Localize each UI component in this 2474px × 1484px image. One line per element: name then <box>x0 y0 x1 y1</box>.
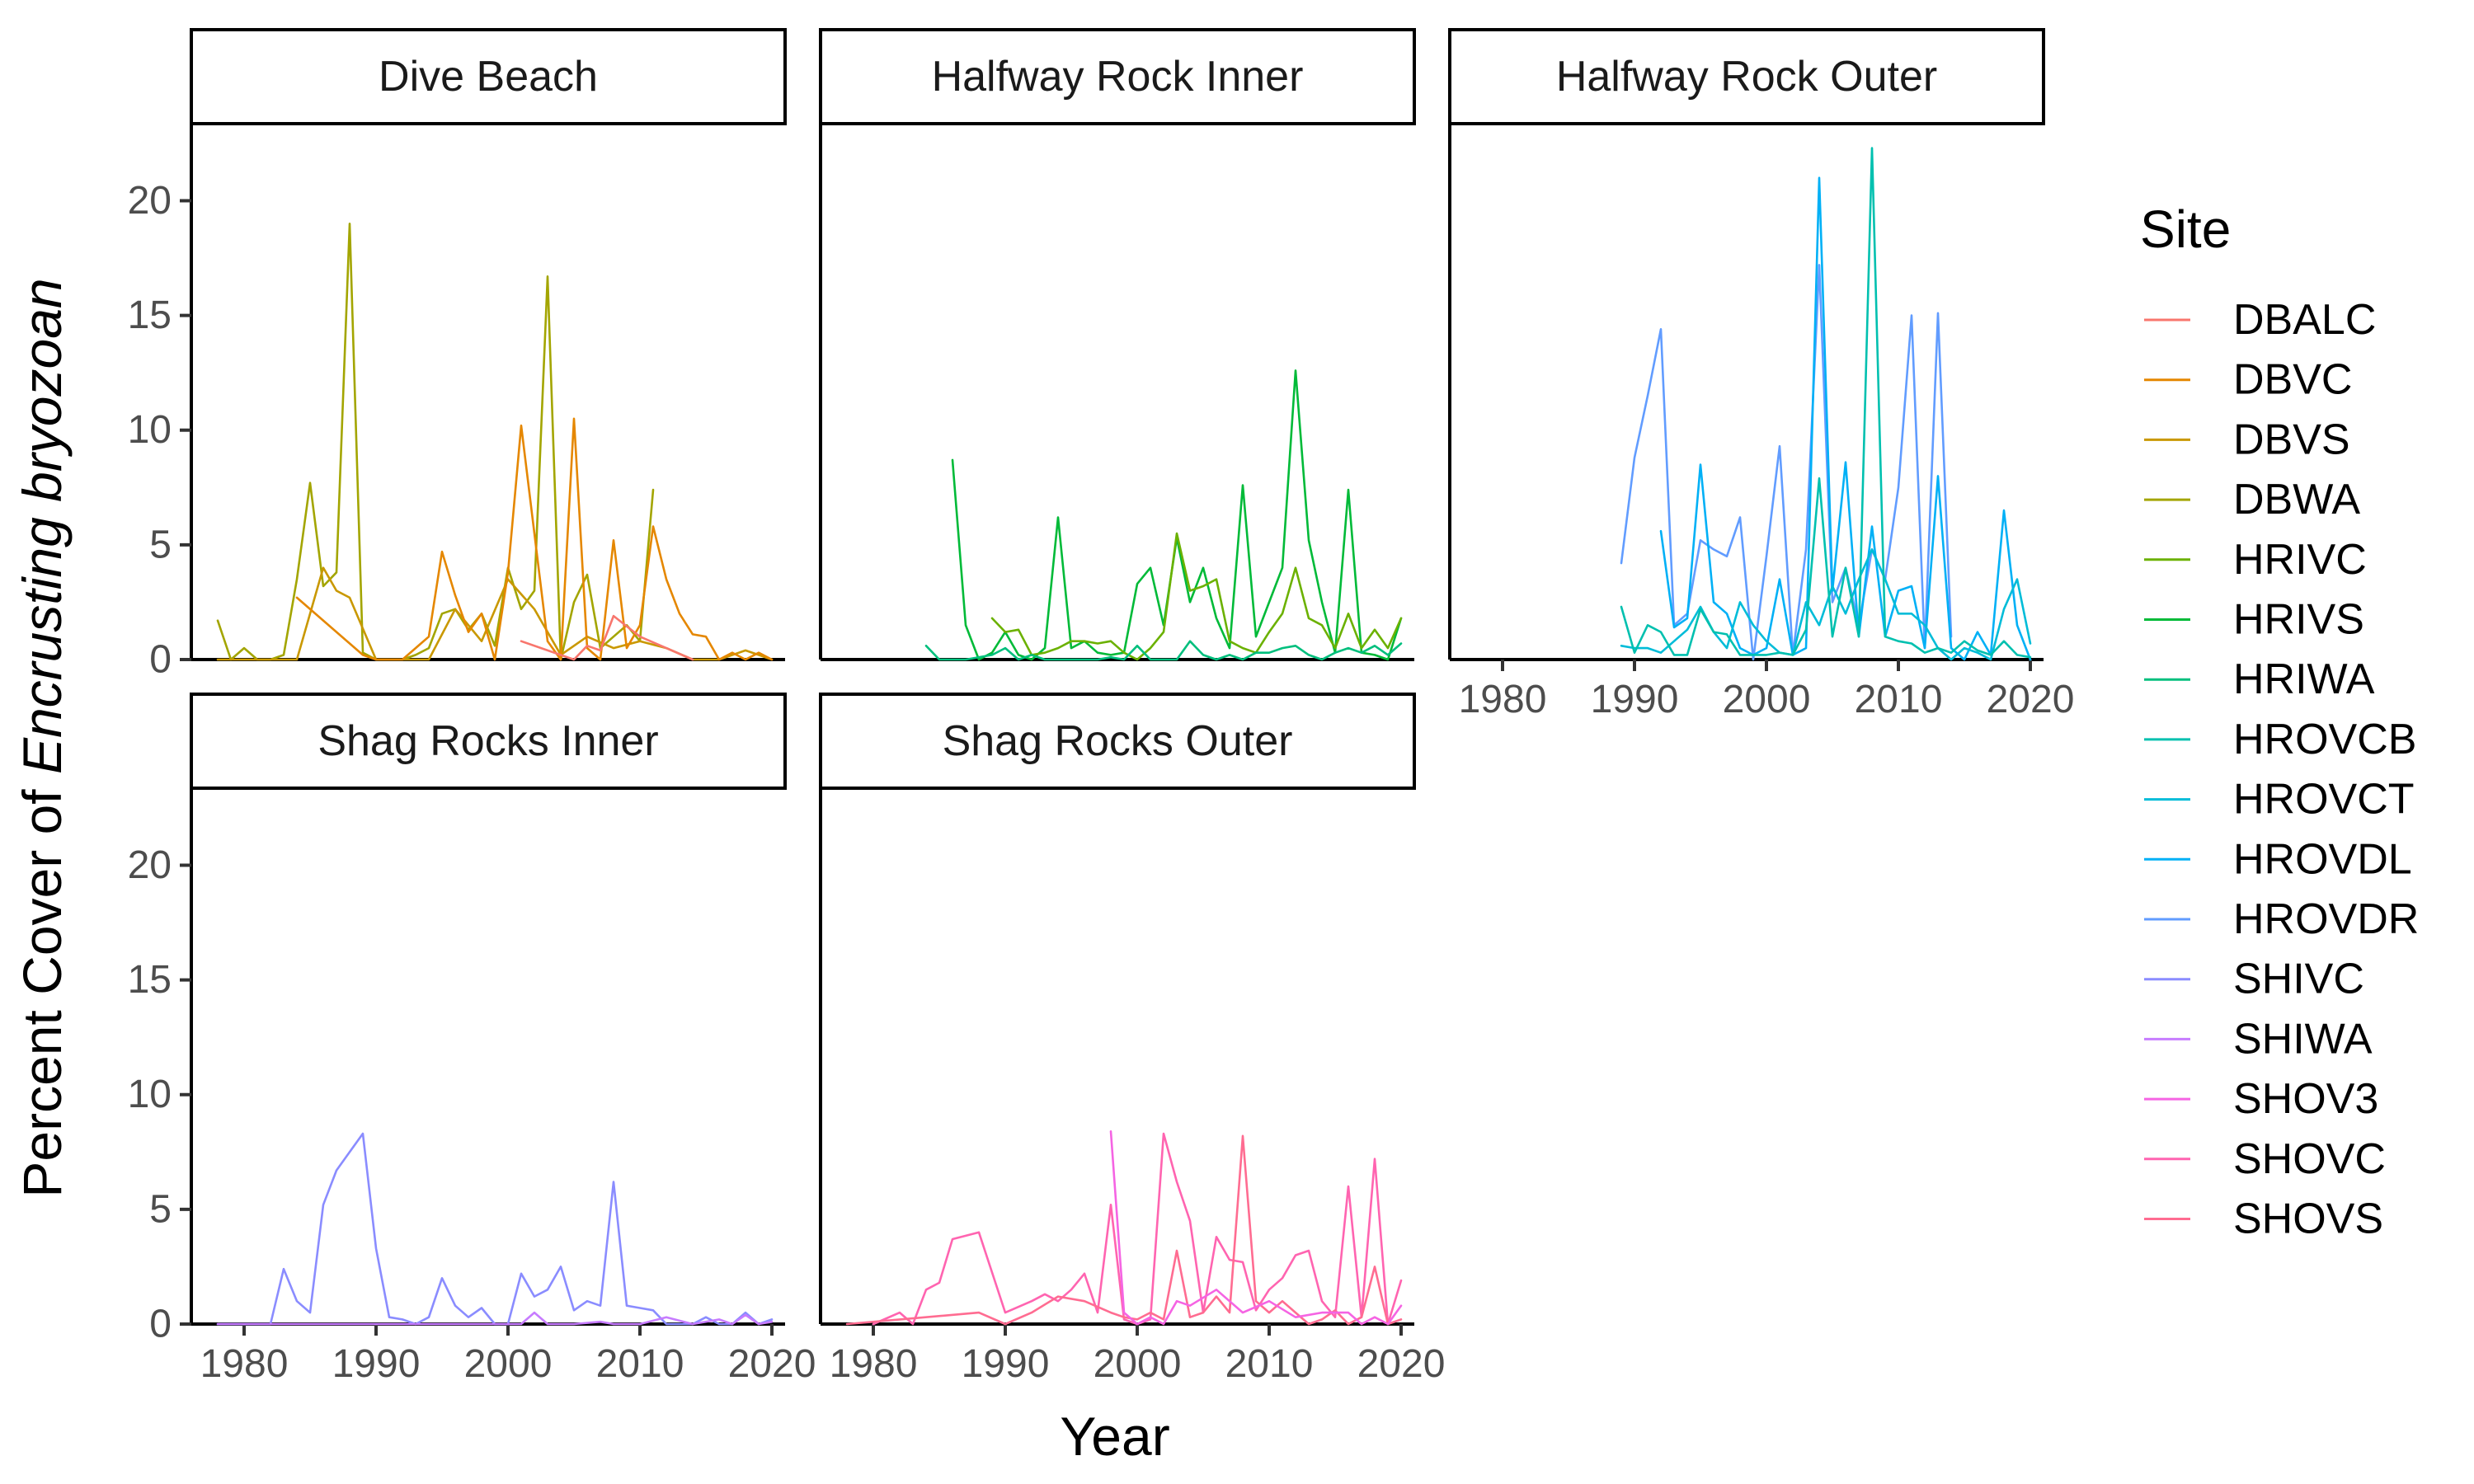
series-line-hrovdr <box>1620 264 1953 661</box>
x-tick-label: 1990 <box>962 1342 1050 1386</box>
x-tick-label: 2000 <box>464 1342 553 1386</box>
legend-item: SHIWA <box>2144 1015 2373 1063</box>
series-line-hrovct <box>1620 548 2032 661</box>
x-tick-label: 1990 <box>1591 678 1679 721</box>
series-line-dbvs <box>216 566 774 661</box>
y-tick-label: 0 <box>149 638 172 682</box>
y-axis-title-prefix: Percent Cover of <box>12 774 73 1198</box>
panel-strip <box>190 28 787 125</box>
y-axis-title: Percent Cover of Encrusting bryozoan <box>12 278 73 1197</box>
legend-label: HROVCT <box>2233 776 2415 824</box>
x-tick-label: 2010 <box>1855 678 1943 721</box>
legend-label: SHOVC <box>2233 1135 2386 1183</box>
legend-item: SHOVS <box>2144 1195 2383 1243</box>
legend-item: DBALC <box>2144 296 2376 344</box>
panel: Shag Rocks Outer 1980 1990 2000 2010 2020 <box>819 693 1446 1386</box>
legend-label: HRIWA <box>2233 655 2375 703</box>
legend-item: SHOV3 <box>2144 1075 2378 1123</box>
legend-label: SHOVS <box>2233 1195 2383 1243</box>
legend-label: SHIVC <box>2233 956 2364 1003</box>
panel-strip <box>190 693 787 790</box>
legend-item: HROVCT <box>2144 776 2415 824</box>
series-line-hriwa <box>924 640 1403 661</box>
y-tick-label: 5 <box>149 523 172 566</box>
x-tick-label: 2020 <box>1987 678 2075 721</box>
series-line-shov3 <box>1109 1130 1403 1326</box>
x-tick-label: 1980 <box>830 1342 918 1386</box>
legend-label: HROVCB <box>2233 716 2416 763</box>
panel-title: Shag Rocks Inner <box>317 717 658 765</box>
legend-item: HROVDL <box>2144 835 2412 883</box>
legend-label: HRIVC <box>2233 536 2367 584</box>
legend-item: DBVC <box>2144 356 2352 404</box>
legend-label: HROVDL <box>2233 835 2412 883</box>
legend-item: HRIWA <box>2144 655 2375 703</box>
y-tick-label: 5 <box>149 1187 172 1231</box>
legend-item: HRIVC <box>2144 536 2367 584</box>
legend-label: DBVC <box>2233 356 2352 404</box>
legend-label: HRIVS <box>2233 596 2364 644</box>
panel-strip <box>1448 28 2045 125</box>
legend-item: DBWA <box>2144 476 2360 524</box>
series-line-dbalc <box>520 614 694 661</box>
panel-title: Dive Beach <box>379 53 598 101</box>
panel-strip <box>819 28 1416 125</box>
y-tick-label: 15 <box>128 294 172 337</box>
panel-strip <box>819 693 1416 790</box>
series-line-hrivc <box>990 532 1403 661</box>
legend-title: Site <box>2140 200 2231 259</box>
series-line-hrivs <box>951 369 1403 661</box>
y-tick-label: 10 <box>128 408 172 452</box>
series-line-shovs <box>845 1134 1403 1326</box>
series-line-shovc <box>872 1132 1403 1326</box>
series-line-hrovcb <box>1620 147 2032 659</box>
legend-label: DBALC <box>2233 296 2376 344</box>
series-line-shivc <box>216 1132 774 1326</box>
legend-label: DBWA <box>2233 476 2360 524</box>
panel: Shag Rocks Inner 1980 1990 2000 2010 2020 0 5 10… <box>128 693 816 1386</box>
x-tick-label: 1980 <box>1459 678 1547 721</box>
series-line-dbvc <box>295 417 774 661</box>
x-tick-label: 2010 <box>1225 1342 1314 1386</box>
legend-items: DBALC DBVC DBVS DBWA HRIVC HRIVS HRIWA HROVCB HR… <box>2144 296 2419 1243</box>
legend-label: DBVS <box>2233 416 2350 463</box>
series-line-shiwa <box>216 1311 774 1326</box>
y-tick-label: 20 <box>128 843 172 887</box>
panel: Halfway Rock Outer 1980 1990 2000 2010 2020 <box>1448 28 2075 721</box>
x-tick-label: 2000 <box>1094 1342 1182 1386</box>
legend-item: SHIVC <box>2144 956 2364 1003</box>
x-tick-label: 2020 <box>1357 1342 1446 1386</box>
legend-item: HRIVS <box>2144 596 2364 644</box>
legend-item: HROVDR <box>2144 895 2419 943</box>
series-line-dbwa <box>216 222 655 661</box>
y-tick-label: 20 <box>128 179 172 223</box>
x-axis-title: Year <box>1060 1406 1169 1467</box>
y-tick-label: 15 <box>128 958 172 1002</box>
x-tick-label: 2000 <box>1723 678 1811 721</box>
x-tick-label: 1990 <box>332 1342 421 1386</box>
legend-item: DBVS <box>2144 416 2350 463</box>
legend-label: SHIWA <box>2233 1015 2373 1063</box>
legend-item: HROVCB <box>2144 716 2416 763</box>
legend: Site DBALC DBVC DBVS DBWA HRIVC HRIVS HRIWA HRO… <box>2140 200 2419 1243</box>
panel-title: Shag Rocks Outer <box>943 717 1293 765</box>
panel-title: Halfway Rock Outer <box>1556 53 1937 101</box>
panel: Halfway Rock Inner <box>819 28 1416 661</box>
x-tick-label: 1980 <box>200 1342 289 1386</box>
panel-title: Halfway Rock Inner <box>932 53 1304 101</box>
x-tick-label: 2010 <box>596 1342 684 1386</box>
y-axis-title-italic: Encrusting bryozoan <box>12 278 73 774</box>
x-tick-label: 2020 <box>728 1342 816 1386</box>
y-tick-label: 10 <box>128 1073 172 1116</box>
legend-label: SHOV3 <box>2233 1075 2378 1123</box>
y-tick-label: 0 <box>149 1303 172 1346</box>
legend-label: HROVDR <box>2233 895 2419 943</box>
panels-layer: Dive Beach 0 5 10 15 20 Halfway Rock Inner Half… <box>128 28 2075 1386</box>
series-line-hrovdl <box>1659 176 2032 661</box>
panel: Dive Beach 0 5 10 15 20 <box>128 28 787 682</box>
legend-item: SHOVC <box>2144 1135 2386 1183</box>
